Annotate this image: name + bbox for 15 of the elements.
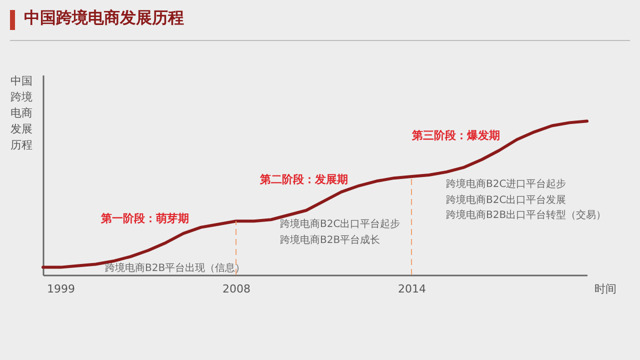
x-tick-label: 1999 — [47, 282, 76, 296]
x-axis-title: 时间 — [594, 282, 616, 296]
annotation: 第三阶段：爆发期 — [411, 129, 500, 142]
annotation: 跨境电商B2C进口平台起步 — [446, 178, 566, 190]
annotation: 跨境电商B2B平台成长 — [280, 234, 380, 246]
x-tick-label: 2014 — [398, 282, 426, 296]
annotation: 跨境电商B2C出口平台发展 — [446, 194, 566, 206]
annotation: 第一阶段：萌芽期 — [100, 212, 189, 225]
chart-title: 中国跨境电商发展历程 — [24, 8, 184, 29]
annotation: 跨境电商B2C出口平台起步 — [280, 218, 400, 230]
y-axis-title: 中国跨境电商发展历程 — [10, 74, 32, 152]
annotation: 第二阶段：发展期 — [259, 173, 348, 186]
x-tick-label: 2008 — [222, 282, 251, 296]
annotation: 跨境电商B2B平台出现（信息） — [105, 262, 246, 274]
annotation: 跨境电商B2B出口平台转型（交易） — [446, 209, 606, 221]
